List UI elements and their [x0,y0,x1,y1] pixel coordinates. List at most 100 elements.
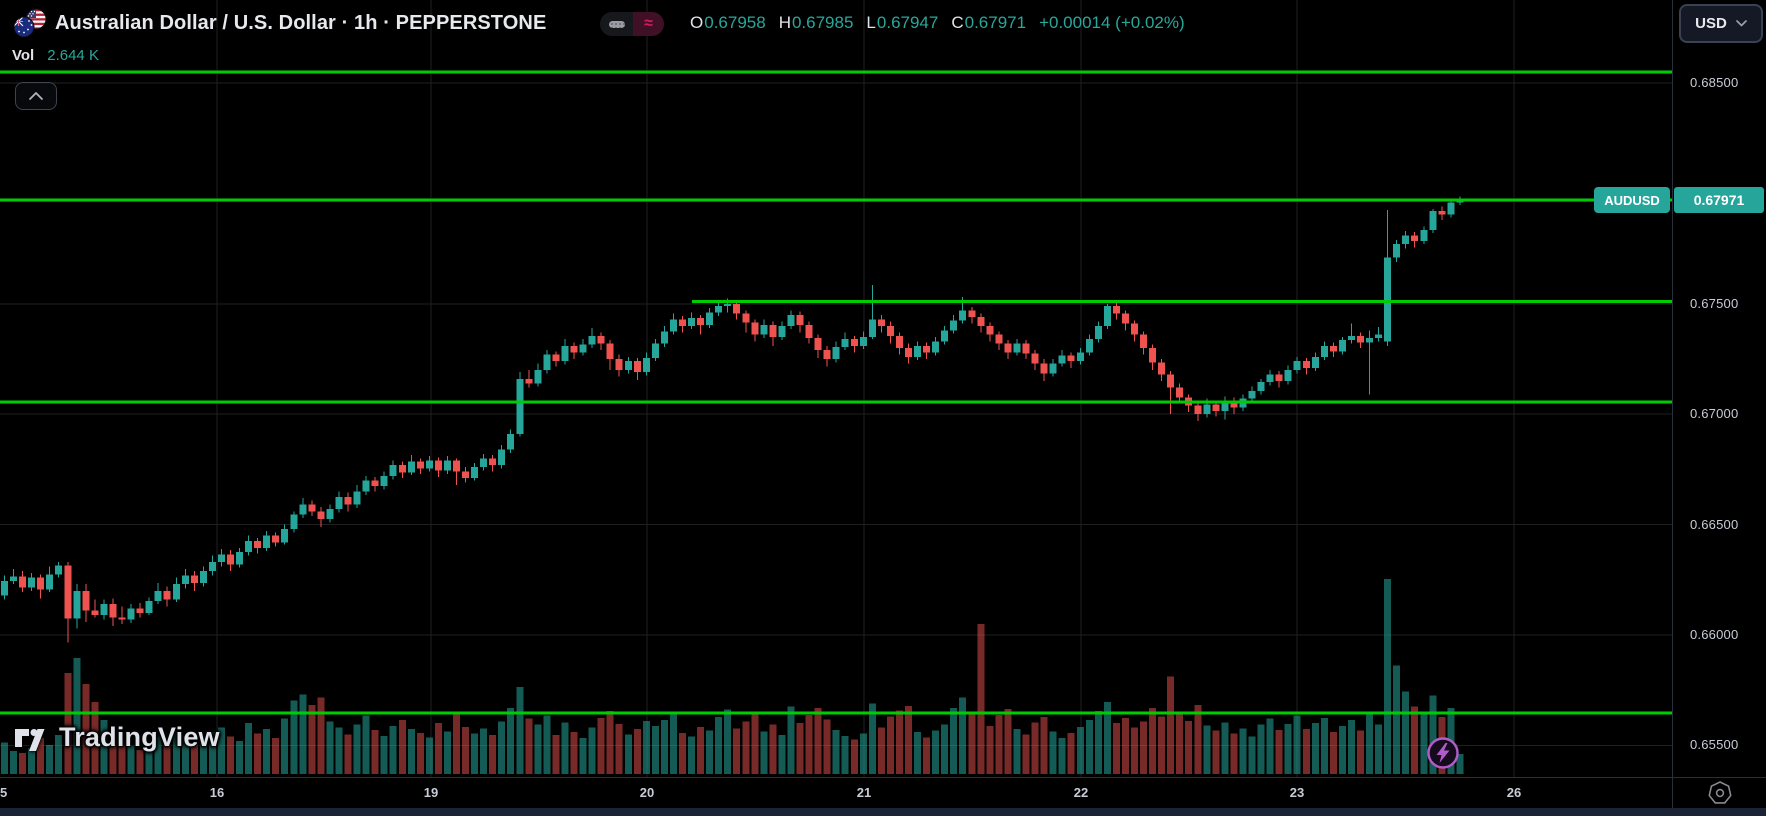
candle-body [471,467,479,479]
candle-body [1194,405,1202,415]
time-axis-label: 16 [209,785,225,800]
candle-body [823,350,831,359]
price-axis[interactable]: 0.68500 0.67500 0.67000 0.66500 0.66000 0.655… [1672,0,1766,777]
candle-body [1013,343,1021,353]
candle-body [217,554,225,563]
collapse-pane-button[interactable] [15,82,57,110]
candle-body [733,303,741,314]
candle-body [886,325,894,336]
candle-body [489,458,497,465]
volume-bar [507,708,515,774]
volume-bar [760,731,768,774]
volume-bar [1194,705,1202,774]
volume-bar [1094,711,1102,774]
volume-bar [697,726,705,774]
last-price-label: 0.67971 [1674,187,1764,213]
volume-bar [570,732,578,774]
chart-legend[interactable]: Australian Dollar / U.S. Dollar · 1h · P… [10,7,546,39]
candle-body [1420,229,1428,241]
volume-bar [1320,717,1328,774]
volume-bar [932,730,940,774]
ohlc-open: O 0.67958 [690,13,766,32]
volume-bar [1429,695,1437,774]
volume-bar [19,753,27,774]
volume-bar [543,715,551,774]
volume-bar [1058,738,1066,774]
volume-bar [1040,717,1048,774]
candle-body [1293,361,1301,371]
volume-bar [1221,722,1229,774]
volume-bar [1347,720,1355,774]
candle-body [389,464,397,477]
volume-bar [724,709,732,774]
volume-bar [272,738,280,774]
candle-body [109,604,117,618]
candle-body [1357,335,1364,343]
volume-bar [597,717,605,774]
time-axis[interactable]: 5 16 19 20 21 22 23 26 [0,777,1672,808]
chevron-up-icon [29,92,43,100]
volume-bar [905,705,912,774]
volume-bar [769,724,777,774]
candle-body [1167,374,1175,388]
volume-bar [1239,728,1247,774]
candle-body [37,577,45,590]
volume-bar [1158,716,1166,774]
candle-body [236,552,244,565]
volume-bar [1203,725,1211,774]
volume-bar [362,715,370,774]
candle-body [145,600,153,613]
price-axis-label: 0.65500 [1690,737,1739,753]
volume-bar [579,738,587,774]
volume-bar [534,724,542,774]
minimize-dash-icon[interactable] [600,12,633,36]
approx-waves-icon[interactable]: ≈ [633,12,664,36]
candle-body [181,575,189,585]
candle-body [118,617,126,620]
candle-body [1140,334,1148,348]
candle-body [82,590,90,611]
candle-body [480,458,488,468]
candle-body [1004,343,1012,353]
boost-badge[interactable] [1426,736,1460,770]
volume-bar [453,712,460,774]
volume-bar [109,732,117,774]
volume-bar [480,728,488,774]
volume-bar [1293,715,1301,774]
candle-body [308,504,316,512]
heptagon-settings-icon[interactable] [1706,779,1734,807]
volume-bar [1456,754,1464,774]
volume-bar [299,694,307,774]
currency-selector[interactable]: USD [1679,4,1763,43]
candle-body [588,335,596,345]
candle-body [1230,400,1238,408]
axis-corner [1672,777,1766,808]
candle-body [1,580,8,596]
candle-body [715,306,723,313]
candle-body [651,343,659,358]
volume-bar [172,730,180,774]
volume-bar [1121,717,1129,774]
price-axis-label: 0.68500 [1690,75,1739,90]
candle-body [516,378,524,435]
volume-bar [407,729,415,774]
candle-body [254,541,262,548]
candle-body [1076,352,1084,362]
volume-bar [254,733,262,774]
candle-body [1067,355,1075,362]
volume-bar [796,723,804,774]
volume-bar [615,723,623,774]
indicator-toggle-pill[interactable]: ≈ [600,12,664,36]
tradingview-logo[interactable]: TradingView [14,722,220,753]
candle-body [317,511,325,520]
symbol-title[interactable]: Australian Dollar / U.S. Dollar · 1h · P… [55,11,547,34]
price-chart[interactable] [0,0,1672,777]
candle-body [1284,370,1292,382]
volume-bar [1140,721,1148,774]
candle-body [561,345,569,362]
volume-bar [1031,722,1039,774]
candle-body [1221,400,1229,411]
candle-body [570,345,578,353]
candle-body [796,314,804,325]
